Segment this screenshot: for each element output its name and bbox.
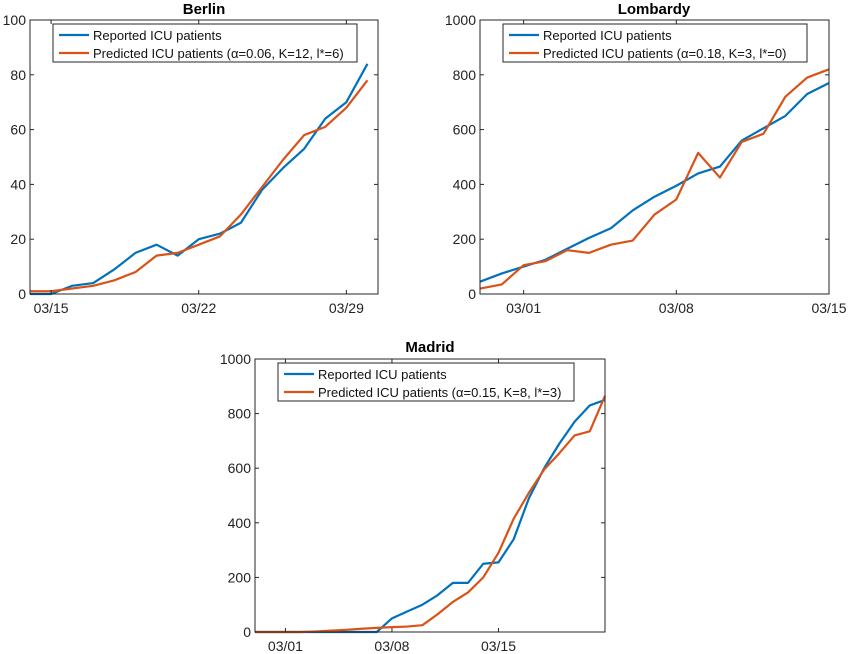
- axes-box: [29, 19, 379, 295]
- y-tick-label: 40: [10, 176, 26, 192]
- legend-box: [502, 23, 808, 63]
- legend-label: Reported ICU patients: [543, 28, 672, 43]
- axes-box: [254, 358, 606, 633]
- y-tick-label: 600: [228, 460, 252, 476]
- x-tick-label: 03/08: [374, 638, 409, 654]
- x-tick-label: 03/22: [181, 300, 216, 316]
- y-tick-label: 100: [3, 12, 27, 28]
- series-line-predicted: [479, 68, 830, 290]
- chart-madrid: Madrid 0 200 400 600 800 1000 03/01 03/08 03/15 R…: [220, 339, 607, 654]
- y-tick-label: 600: [453, 122, 477, 138]
- y-tick-label: 60: [10, 122, 26, 138]
- legend-label: Predicted ICU patients (α=0.06, K=12, l*…: [93, 46, 344, 61]
- legend-label: Predicted ICU patients (α=0.18, K=3, l*=…: [543, 46, 786, 61]
- y-tick-label: 800: [228, 406, 252, 422]
- x-tick-label: 03/01: [268, 638, 303, 654]
- y-tick-label: 20: [10, 231, 26, 247]
- series-line-reported: [30, 63, 369, 296]
- y-tick-label: 80: [10, 67, 26, 83]
- x-tick-label: 03/08: [659, 300, 694, 316]
- y-tick-label: 1000: [445, 12, 476, 28]
- chart-berlin: Berlin 0 20 40 60 80 100 03/15 03/22 03/29 Report…: [3, 1, 379, 316]
- series-line-predicted: [255, 395, 607, 634]
- y-tick-label: 800: [453, 67, 477, 83]
- y-tick-label: 200: [453, 231, 477, 247]
- legend-box: [277, 362, 575, 402]
- chart-lombardy: Lombardy 0 200 400 600 800 1000 03/01 03/08 03/1…: [445, 1, 847, 316]
- series-line-reported: [255, 398, 606, 634]
- y-tick-label: 200: [228, 569, 252, 585]
- legend-label: Reported ICU patients: [318, 367, 447, 382]
- series-line-predicted: [30, 79, 369, 293]
- x-tick-label: 03/15: [811, 300, 846, 316]
- x-tick-label: 03/15: [481, 638, 516, 654]
- y-tick-label: 0: [18, 286, 26, 302]
- x-tick-label: 03/15: [34, 300, 69, 316]
- y-tick-label: 0: [468, 286, 476, 302]
- y-tick-label: 0: [243, 624, 251, 640]
- legend-box: [52, 23, 358, 63]
- axes-box: [479, 19, 830, 295]
- chart-title: Berlin: [183, 1, 226, 18]
- legend-label: Reported ICU patients: [93, 28, 222, 43]
- x-tick-label: 03/01: [506, 300, 541, 316]
- y-tick-label: 400: [453, 176, 477, 192]
- x-tick-label: 03/29: [329, 300, 364, 316]
- y-tick-label: 400: [228, 515, 252, 531]
- chart-title: Lombardy: [618, 1, 691, 18]
- y-tick-label: 1000: [220, 351, 251, 367]
- legend-label: Predicted ICU patients (α=0.15, K=8, l*=…: [318, 385, 561, 400]
- chart-title: Madrid: [405, 339, 454, 356]
